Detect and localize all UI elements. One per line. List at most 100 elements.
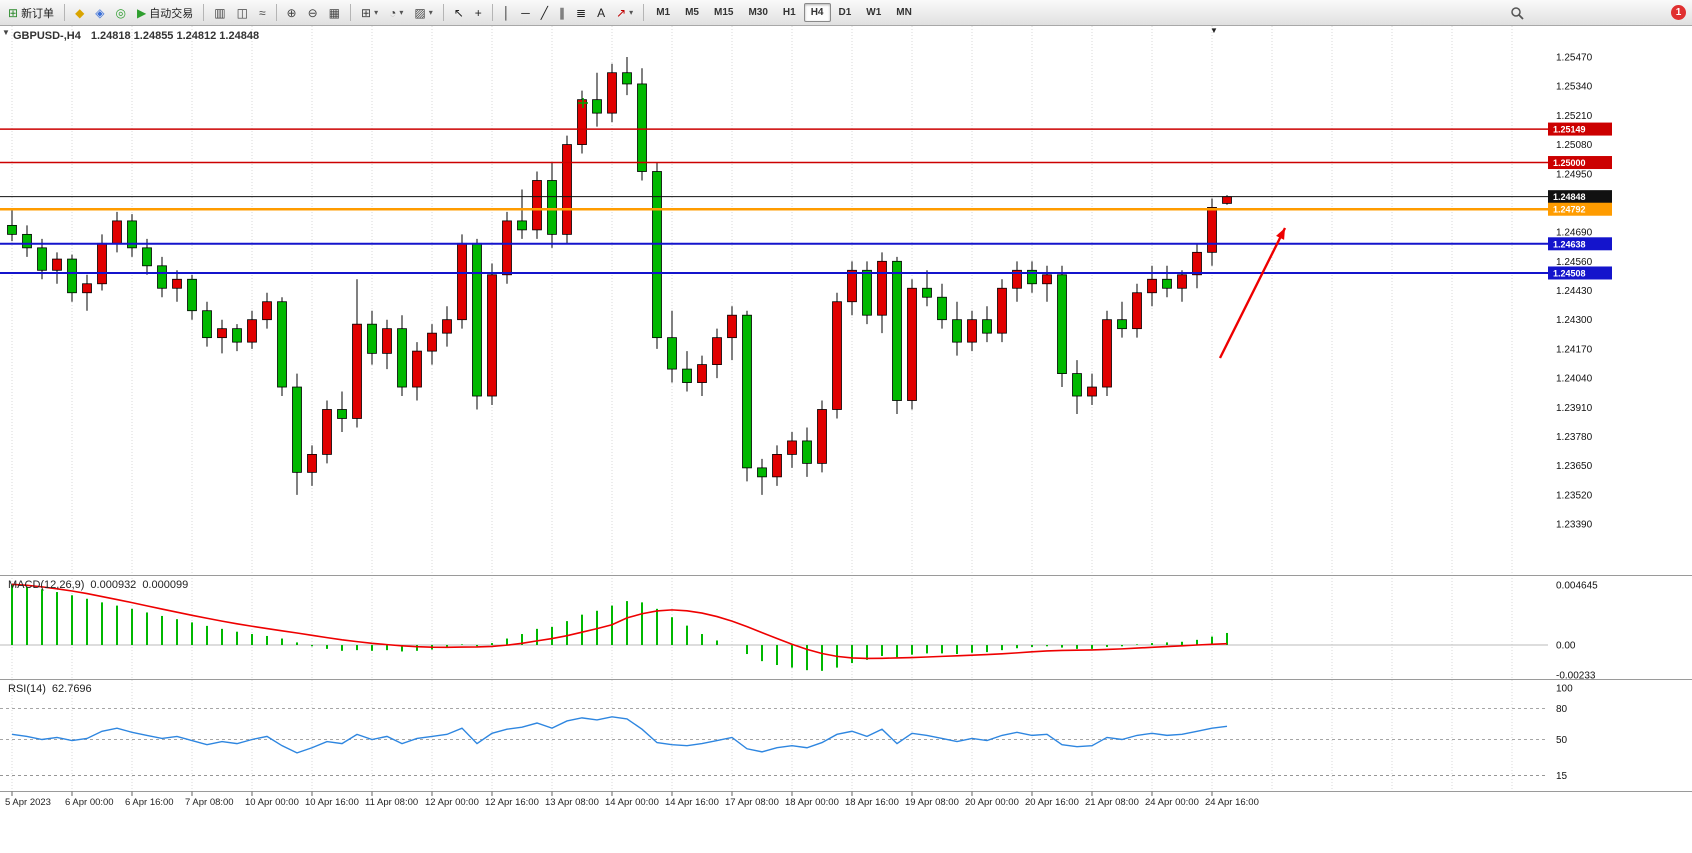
one-click-trading-toggle[interactable]: ▼ [2, 28, 10, 37]
arrows-button[interactable]: ↗ ▾ [611, 4, 638, 22]
svg-text:1.24848: 1.24848 [1553, 192, 1586, 202]
svg-text:0.00: 0.00 [1556, 641, 1576, 652]
periods-icon: ◔ [389, 5, 397, 20]
plus-marker[interactable] [578, 98, 588, 108]
rsi-value: 62.7696 [51, 683, 92, 695]
timeframe-mn-button[interactable]: MN [896, 7, 912, 18]
svg-text:80: 80 [1556, 704, 1568, 715]
svg-text:10 Apr 16:00: 10 Apr 16:00 [305, 797, 359, 808]
rsi-name: RSI(14) [8, 683, 46, 695]
dropdown-caret-icon: ▾ [428, 8, 433, 17]
toolbar-divider [203, 4, 205, 21]
autotrading-button[interactable]: ▶ 自动交易 [132, 2, 198, 24]
svg-text:7 Apr 08:00: 7 Apr 08:00 [185, 797, 234, 808]
svg-text:1.25210: 1.25210 [1556, 111, 1593, 122]
search-button[interactable] [1505, 3, 1529, 23]
bar-chart-button[interactable]: ▥ [209, 4, 230, 22]
toolbar-divider [64, 4, 66, 21]
svg-text:14 Apr 00:00: 14 Apr 00:00 [605, 797, 659, 808]
chart-shift-marker[interactable]: ▼ [1210, 26, 1218, 35]
trendline-button[interactable]: ╱ [536, 4, 553, 22]
svg-text:1.24638: 1.24638 [1553, 239, 1586, 249]
candles-layer [7, 57, 1232, 495]
svg-text:15: 15 [1556, 771, 1568, 782]
zoom-in-button[interactable]: ⊕ [282, 4, 302, 22]
svg-text:18 Apr 00:00: 18 Apr 00:00 [785, 797, 839, 808]
macd-name: MACD(12,26,9) [8, 579, 85, 591]
svg-text:50: 50 [1556, 735, 1568, 746]
rsi-line [11, 716, 1228, 754]
metaeditor-button[interactable]: ◆ [70, 4, 89, 22]
equidistant-channel-button[interactable]: ∥ [554, 4, 570, 22]
candlestick-chart-icon: ◫ [236, 5, 248, 20]
svg-text:1.23910: 1.23910 [1556, 403, 1593, 414]
dropdown-caret-icon: ▾ [629, 8, 634, 17]
svg-text:19 Apr 08:00: 19 Apr 08:00 [905, 797, 959, 808]
cursor-button[interactable]: ↖ [449, 4, 469, 22]
bar-chart-icon: ▥ [214, 5, 226, 20]
trendline-icon: ╱ [540, 5, 549, 20]
timeframe-h1-button[interactable]: H1 [782, 7, 796, 18]
rsi-layer: 100 80 50 15 [0, 684, 1573, 782]
text-icon: A [597, 5, 606, 20]
cursor-icon: ↖ [453, 5, 464, 20]
strategy-tester-button[interactable]: ◈ [90, 4, 109, 22]
toolbar-divider [491, 4, 493, 21]
timeframe-m1-button[interactable]: M1 [656, 7, 671, 18]
svg-text:1.25149: 1.25149 [1553, 125, 1586, 135]
horizontal-line-button[interactable]: ─ [516, 4, 535, 22]
toolbar-buttons: ⊞ 新订单 ◆ ◈ ◎ ▶ 自动交易 ▥ ◫ ≈ ⊕ ⊖ ▦ ⊞ ▾ ◔ ▾ ▨ ▾ ↖ + │ ─ ╱ ∥ ≣ A ↗ ▾ [3, 2, 648, 24]
timeframe-m5-button[interactable]: M5 [685, 7, 699, 18]
vertical-line-icon: │ [502, 5, 511, 20]
toolbar: ⊞ 新订单 ◆ ◈ ◎ ▶ 自动交易 ▥ ◫ ≈ ⊕ ⊖ ▦ ⊞ ▾ ◔ ▾ ▨ ▾ ↖ + │ ─ ╱ ∥ ≣ A ↗ ▾ M1 M5 M… [0, 0, 1692, 26]
timeframe-w1-button[interactable]: W1 [866, 7, 882, 18]
timeframe-m30-button[interactable]: M30 [748, 7, 768, 18]
zoom-out-button[interactable]: ⊖ [303, 4, 323, 22]
timeframe-d1-button[interactable]: D1 [838, 7, 852, 18]
svg-text:11 Apr 08:00: 11 Apr 08:00 [365, 797, 418, 808]
fibonacci-button[interactable]: ≣ [571, 4, 591, 22]
options-button[interactable]: ◎ [111, 4, 131, 22]
trend-arrow[interactable] [1218, 227, 1287, 359]
vertical-line-button[interactable]: │ [498, 4, 516, 22]
crosshair-button[interactable]: + [470, 4, 487, 22]
time-axis[interactable]: 5 Apr 2023 6 Apr 00:00 6 Apr 16:00 7 Apr 08… [5, 791, 1259, 809]
timeframe-h4-button[interactable]: H4 [803, 3, 831, 22]
support-line-2-tag [1548, 266, 1612, 280]
zoom-out-icon: ⊖ [307, 5, 318, 20]
autotrading-label: 自动交易 [149, 7, 194, 20]
text-button[interactable]: A [592, 4, 610, 22]
svg-text:20 Apr 00:00: 20 Apr 00:00 [965, 797, 1019, 808]
svg-text:1.24690: 1.24690 [1556, 228, 1593, 239]
svg-text:1.24170: 1.24170 [1556, 344, 1593, 355]
svg-text:17 Apr 08:00: 17 Apr 08:00 [725, 797, 779, 808]
svg-text:1.24950: 1.24950 [1556, 169, 1593, 180]
templates-icon: ▨ [414, 5, 426, 20]
search-icon [1511, 6, 1524, 20]
new-order-label: 新订单 [21, 7, 55, 20]
svg-text:1.25470: 1.25470 [1556, 53, 1593, 64]
periods-button[interactable]: ◔ ▾ [384, 4, 408, 22]
svg-text:12 Apr 00:00: 12 Apr 00:00 [425, 797, 479, 808]
new-chart-button[interactable]: ⊞ ▾ [356, 4, 383, 22]
svg-text:6 Apr 16:00: 6 Apr 16:00 [125, 797, 174, 808]
svg-text:13 Apr 08:00: 13 Apr 08:00 [545, 797, 599, 808]
svg-text:-0.00233: -0.00233 [1556, 671, 1596, 682]
macd-signal-line [11, 583, 1228, 660]
svg-text:1.24300: 1.24300 [1556, 315, 1593, 326]
candlestick-chart-button[interactable]: ◫ [232, 4, 253, 22]
templates-button[interactable]: ▨ ▾ [409, 4, 437, 22]
resistance-line-1-tag [1548, 122, 1612, 136]
fibonacci-icon: ≣ [576, 5, 587, 20]
chart-canvas[interactable]: 1.25470 1.25340 1.25210 1.25080 1.24950 1.246… [0, 26, 1692, 853]
support-line-1-tag [1548, 237, 1612, 251]
tile-windows-button[interactable]: ▦ [324, 4, 345, 22]
timeframe-m15-button[interactable]: M15 [714, 7, 734, 18]
svg-text:1.24508: 1.24508 [1553, 268, 1586, 278]
notifications-badge[interactable]: 1 [1671, 5, 1686, 20]
svg-text:24 Apr 00:00: 24 Apr 00:00 [1145, 797, 1199, 808]
new-order-button[interactable]: ⊞ 新订单 [3, 2, 59, 24]
line-chart-button[interactable]: ≈ [254, 4, 271, 22]
dropdown-caret-icon: ▾ [399, 8, 404, 17]
